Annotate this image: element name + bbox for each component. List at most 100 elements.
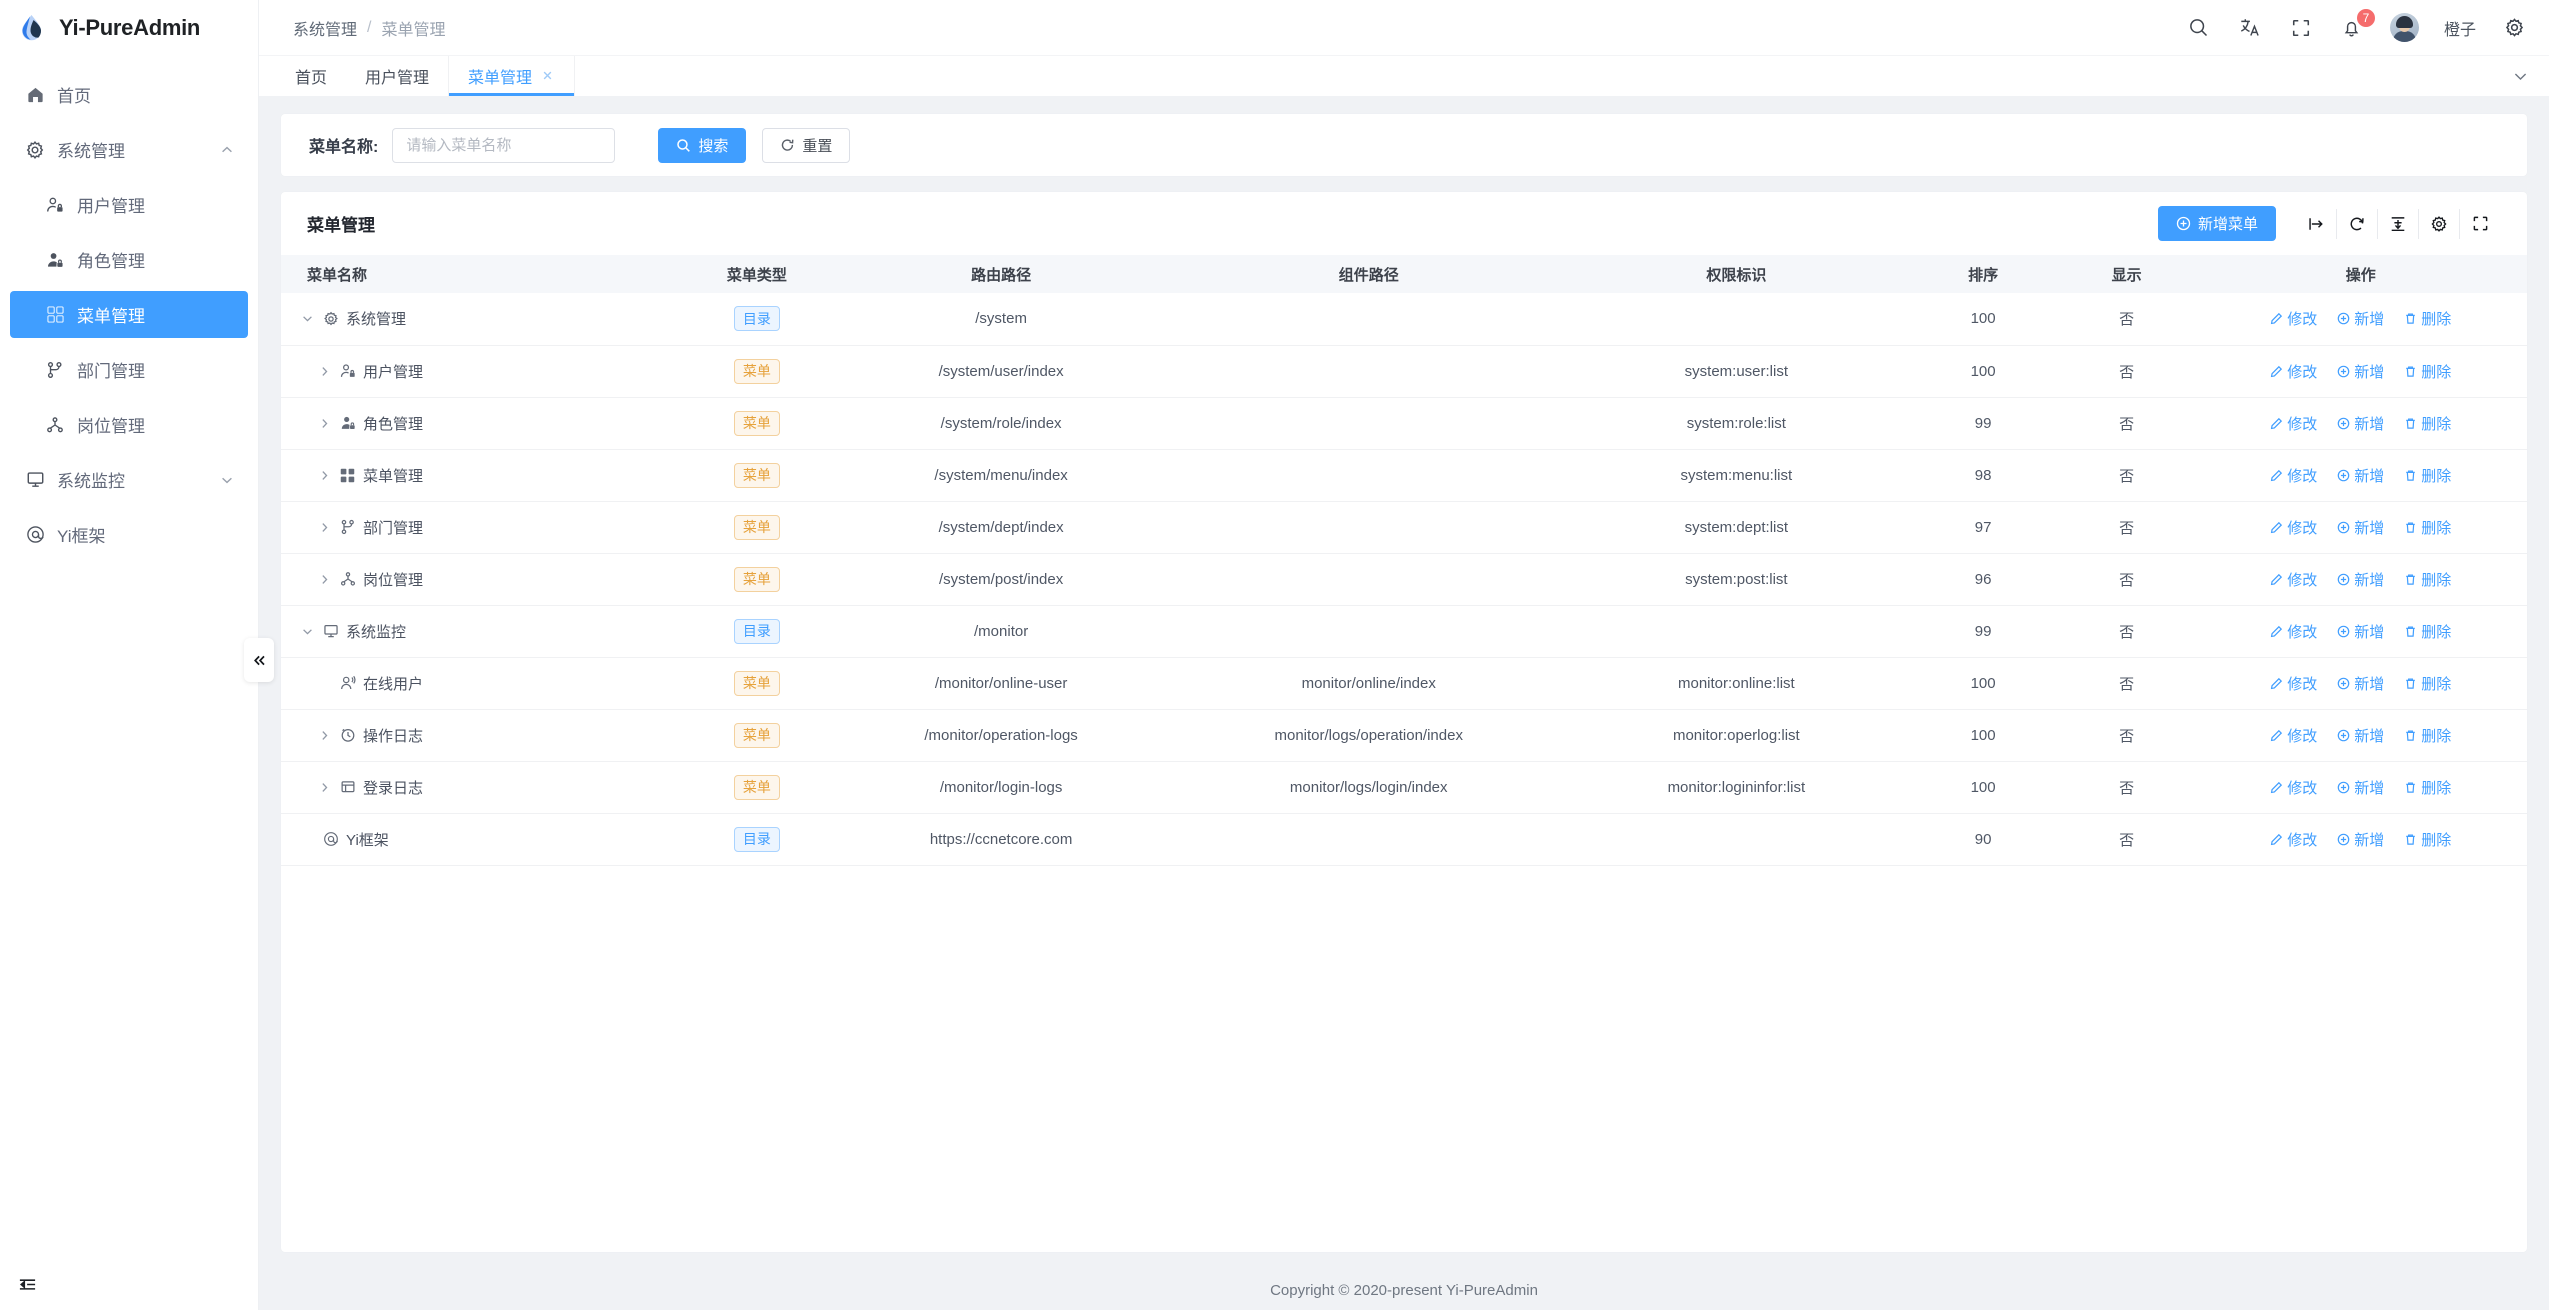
chevron-down-icon[interactable] (299, 623, 315, 639)
chevron-right-icon[interactable] (316, 363, 332, 379)
search-button[interactable]: 搜索 (658, 127, 747, 163)
table-row[interactable]: Yi框架 目录 https://ccnetcore.com 90 否 修改 新增 (281, 813, 2527, 866)
expand-all-icon[interactable] (2296, 208, 2337, 239)
cell-operations: 修改 新增 删除 (2194, 553, 2527, 606)
sidebar-bottom-toggle[interactable] (0, 1258, 258, 1310)
chevron-right-icon[interactable] (316, 415, 332, 431)
sidebar-group-monitor[interactable]: 系统监控 (10, 456, 248, 503)
sidebar-item-yi-framework[interactable]: Yi框架 (10, 511, 248, 558)
sidebar-group-system[interactable]: 系统管理 (10, 126, 248, 173)
edit-button[interactable]: 修改 (2270, 465, 2317, 486)
sidebar-item-menu-management[interactable]: 菜单管理 (10, 291, 248, 338)
breadcrumb-parent[interactable]: 系统管理 (293, 21, 358, 39)
delete-button[interactable]: 删除 (2404, 569, 2451, 590)
delete-button[interactable]: 删除 (2404, 829, 2451, 850)
fullscreen-icon[interactable] (2460, 209, 2501, 239)
edit-button[interactable]: 修改 (2270, 308, 2317, 329)
edit-button[interactable]: 修改 (2270, 777, 2317, 798)
edit-button[interactable]: 修改 (2270, 413, 2317, 434)
tabbar-more-button[interactable] (2512, 56, 2549, 96)
sidebar-item-dept-management[interactable]: 部门管理 (10, 346, 248, 393)
search-input[interactable] (392, 127, 616, 163)
table-row[interactable]: 系统管理 目录 /system 100 否 修改 新增 删除 (281, 293, 2527, 346)
cell-sort: 99 (1907, 397, 2059, 450)
settings-icon[interactable] (2419, 208, 2460, 239)
edit-button[interactable]: 修改 (2270, 621, 2317, 642)
density-icon[interactable] (2378, 208, 2419, 239)
add-child-button[interactable]: 新增 (2337, 829, 2384, 850)
add-child-button[interactable]: 新增 (2337, 517, 2384, 538)
cell-visible: 否 (2058, 709, 2195, 762)
table-row[interactable]: 登录日志 菜单 /monitor/login-logs monitor/logs… (281, 761, 2527, 814)
search-icon[interactable] (2186, 15, 2212, 41)
add-child-button[interactable]: 新增 (2337, 673, 2384, 694)
edit-button[interactable]: 修改 (2270, 517, 2317, 538)
chevron-right-icon[interactable] (316, 467, 332, 483)
user-name[interactable]: 橙子 (2443, 21, 2476, 39)
table-row[interactable]: 系统监控 目录 /monitor 99 否 修改 新增 删除 (281, 605, 2527, 658)
chevron-right-icon[interactable] (316, 571, 332, 587)
chevron-right-icon[interactable] (316, 727, 332, 743)
edit-button[interactable]: 修改 (2270, 829, 2317, 850)
table-row[interactable]: 岗位管理 菜单 /system/post/index system:post:l… (281, 553, 2527, 606)
tab-menu-management[interactable]: 菜单管理 (448, 56, 576, 96)
bell-icon[interactable]: 7 (2339, 7, 2376, 41)
chevron-down-icon[interactable] (299, 311, 315, 327)
delete-button[interactable]: 删除 (2404, 673, 2451, 694)
chevron-right-icon[interactable] (316, 779, 332, 795)
fullscreen-icon[interactable] (2288, 15, 2314, 41)
add-child-button[interactable]: 新增 (2337, 725, 2384, 746)
cell-visible: 否 (2058, 345, 2195, 398)
sidebar-item-user-management[interactable]: 用户管理 (10, 181, 248, 228)
gear-icon (24, 139, 46, 161)
delete-button[interactable]: 删除 (2404, 777, 2451, 798)
trash-icon (2404, 573, 2417, 586)
delete-button[interactable]: 删除 (2404, 725, 2451, 746)
add-label: 新增 (2354, 311, 2385, 329)
table-row[interactable]: 菜单管理 菜单 /system/menu/index system:menu:l… (281, 449, 2527, 502)
delete-button[interactable]: 删除 (2404, 517, 2451, 538)
brand-logo[interactable]: Yi-PureAdmin (0, 0, 258, 55)
delete-button[interactable]: 删除 (2404, 361, 2451, 382)
table-row[interactable]: 在线用户 菜单 /monitor/online-user monitor/onl… (281, 657, 2527, 710)
add-child-button[interactable]: 新增 (2337, 621, 2384, 642)
avatar[interactable] (2389, 13, 2419, 42)
sidebar-item-home[interactable]: 首页 (10, 71, 248, 118)
sidebar-collapse-handle[interactable] (244, 638, 274, 682)
table-row[interactable]: 部门管理 菜单 /system/dept/index system:dept:l… (281, 501, 2527, 554)
edit-button[interactable]: 修改 (2270, 725, 2317, 746)
menu-name-text: 部门管理 (363, 519, 424, 537)
sidebar-item-post-management[interactable]: 岗位管理 (10, 401, 248, 448)
add-menu-button[interactable]: 新增菜单 (2157, 206, 2276, 241)
translate-icon[interactable] (2237, 15, 2263, 41)
gear-icon[interactable] (2501, 15, 2527, 41)
edit-button[interactable]: 修改 (2270, 673, 2317, 694)
add-child-button[interactable]: 新增 (2337, 308, 2384, 329)
delete-button[interactable]: 删除 (2404, 465, 2451, 486)
cell-route-path: /system/menu/index (829, 449, 1173, 502)
reset-button[interactable]: 重置 (762, 127, 851, 163)
add-child-button[interactable]: 新增 (2337, 777, 2384, 798)
refresh-icon[interactable] (2337, 208, 2378, 239)
close-icon[interactable] (541, 69, 555, 83)
trash-icon (2404, 365, 2417, 378)
table-row[interactable]: 用户管理 菜单 /system/user/index system:user:l… (281, 345, 2527, 398)
table-row[interactable]: 角色管理 菜单 /system/role/index system:role:l… (281, 397, 2527, 450)
table-row[interactable]: 操作日志 菜单 /monitor/operation-logs monitor/… (281, 709, 2527, 762)
chevron-right-icon[interactable] (316, 519, 332, 535)
tab-home[interactable]: 首页 (276, 56, 346, 96)
edit-button[interactable]: 修改 (2270, 361, 2317, 382)
add-child-button[interactable]: 新增 (2337, 465, 2384, 486)
add-child-button[interactable]: 新增 (2337, 361, 2384, 382)
delete-button[interactable]: 删除 (2404, 413, 2451, 434)
add-child-button[interactable]: 新增 (2337, 569, 2384, 590)
edit-button[interactable]: 修改 (2270, 569, 2317, 590)
add-child-button[interactable]: 新增 (2337, 413, 2384, 434)
sidebar-item-role-management[interactable]: 角色管理 (10, 236, 248, 283)
cell-visible: 否 (2058, 293, 2195, 346)
delete-button[interactable]: 删除 (2404, 308, 2451, 329)
tab-user-management[interactable]: 用户管理 (346, 56, 448, 96)
cell-component-path (1172, 293, 1566, 346)
delete-button[interactable]: 删除 (2404, 621, 2451, 642)
edit-label: 修改 (2287, 467, 2318, 485)
